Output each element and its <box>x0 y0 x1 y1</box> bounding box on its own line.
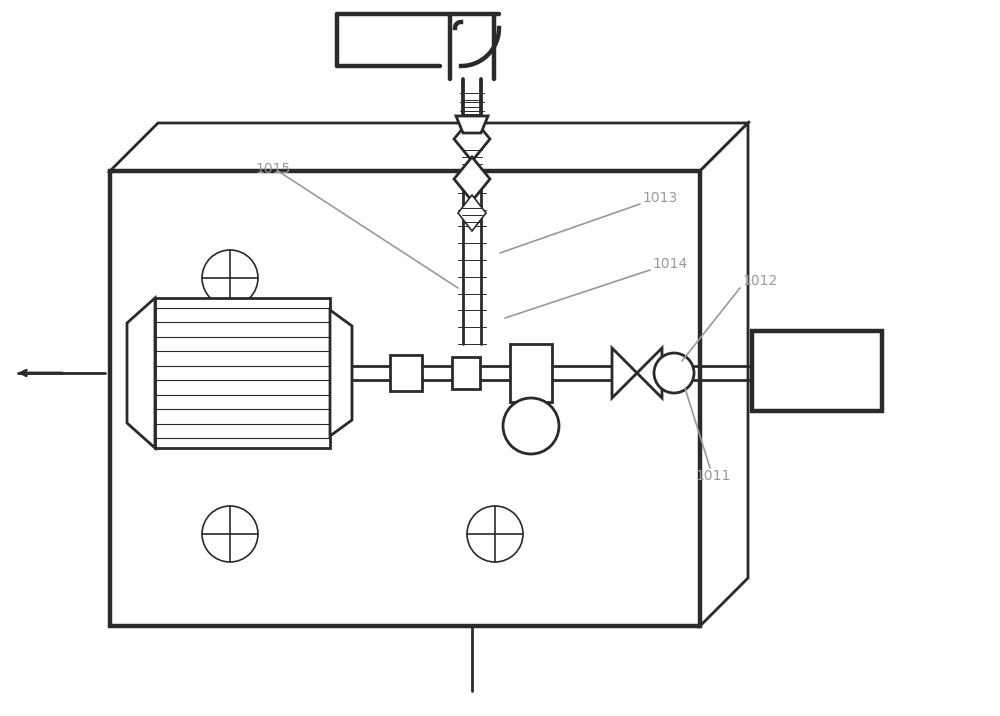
Polygon shape <box>454 157 490 201</box>
Text: 1013: 1013 <box>642 191 677 205</box>
Bar <box>510 344 552 402</box>
Text: 1014: 1014 <box>652 257 687 271</box>
Text: 1015: 1015 <box>255 162 290 176</box>
Polygon shape <box>612 348 637 398</box>
Polygon shape <box>110 123 748 171</box>
Bar <box>452 357 480 389</box>
Polygon shape <box>458 195 486 231</box>
Text: 1012: 1012 <box>742 274 777 288</box>
Polygon shape <box>345 22 492 62</box>
Bar <box>440 4 499 66</box>
Bar <box>390 355 422 391</box>
Polygon shape <box>127 298 155 448</box>
Polygon shape <box>456 116 488 133</box>
Bar <box>110 171 700 626</box>
Polygon shape <box>454 117 490 161</box>
Bar <box>155 298 330 448</box>
Circle shape <box>503 398 559 454</box>
Polygon shape <box>700 123 748 626</box>
Circle shape <box>654 353 694 393</box>
Polygon shape <box>330 310 352 436</box>
Text: 1011: 1011 <box>695 469 730 483</box>
Bar <box>752 331 882 411</box>
Polygon shape <box>637 348 662 398</box>
